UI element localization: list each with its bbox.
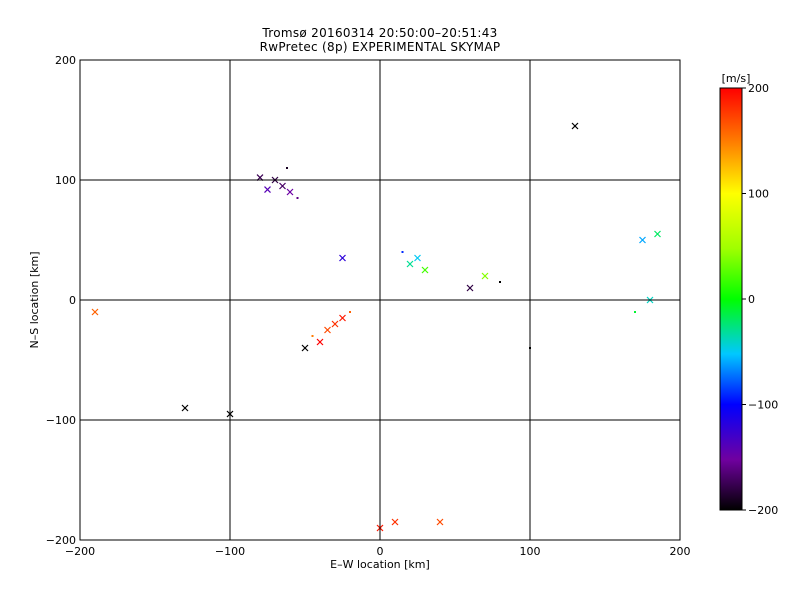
chart-subtitle: RwPretec (8p) EXPERIMENTAL SKYMAP [259,40,501,54]
point-dot-marker [349,311,351,313]
point-x-marker [571,122,579,130]
point-x-marker [466,284,474,292]
point-dot-marker [499,281,501,283]
point-dot-marker [311,335,314,337]
point-x-marker [331,320,339,328]
colorbar-tick-label: −200 [748,504,778,517]
colorbar-ticks: −200 −100 0 100 200 [742,82,778,517]
colorbar [719,87,743,511]
point-dot-marker [286,167,288,169]
point-x-marker [264,186,271,194]
point-x-marker [301,344,309,352]
point-dot-marker [634,311,636,313]
point-x-marker [181,404,189,412]
point-x-marker [279,182,286,190]
x-tick-label: 0 [377,545,384,558]
y-tick-label: 200 [55,54,76,67]
point-x-marker [339,254,346,262]
y-tick-label: −100 [46,414,76,427]
plot-frame [79,59,681,541]
point-x-marker [481,272,489,280]
point-dot-marker [401,251,404,253]
y-axis-ticks: −200 −100 0 100 200 [46,54,76,547]
grid [80,60,680,540]
y-tick-label: 100 [55,174,76,187]
y-tick-label: 0 [69,294,76,307]
point-x-marker [436,518,444,526]
x-axis-label: E–W location [km] [330,558,430,571]
x-tick-label: −200 [65,545,95,558]
colorbar-tick-label: 0 [748,293,755,306]
x-tick-label: −100 [215,545,245,558]
point-x-marker [286,188,294,196]
x-tick-label: 100 [520,545,541,558]
point-x-marker [316,338,324,346]
x-tick-label: 200 [670,545,691,558]
chart-title: Tromsø 20160314 20:50:00–20:51:43 [262,26,498,40]
point-x-marker [391,518,399,526]
point-dot-marker [296,197,299,199]
colorbar-tick-label: −100 [748,399,778,412]
y-axis-label: N–S location [km] [28,251,41,348]
scatter-points [91,122,661,532]
point-x-marker [421,266,429,274]
point-x-marker [639,236,646,244]
colorbar-label: [m/s] [722,72,751,85]
colorbar-tick-label: 100 [748,188,769,201]
y-tick-label: −200 [46,534,76,547]
point-x-marker [339,314,346,322]
point-x-marker [91,308,99,316]
x-axis-ticks: −200 −100 0 100 200 [65,545,691,558]
point-x-marker [324,326,331,334]
point-x-marker [414,254,421,262]
colorbar-tick-label: 200 [748,82,769,95]
point-x-marker [654,230,661,238]
point-x-marker [406,260,414,268]
